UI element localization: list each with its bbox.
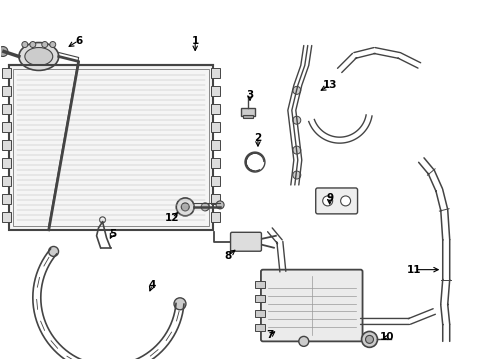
Circle shape <box>216 201 224 209</box>
Bar <box>255 280 265 288</box>
Text: 9: 9 <box>326 193 333 203</box>
Circle shape <box>50 41 56 48</box>
Text: 1: 1 <box>192 36 199 46</box>
Circle shape <box>42 41 48 48</box>
Bar <box>211 176 220 186</box>
FancyBboxPatch shape <box>231 232 262 251</box>
Bar <box>211 86 220 96</box>
Circle shape <box>366 336 373 343</box>
Text: 4: 4 <box>148 280 156 289</box>
Bar <box>211 158 220 168</box>
Ellipse shape <box>25 48 53 66</box>
Text: 6: 6 <box>75 36 82 46</box>
Text: 3: 3 <box>246 90 254 100</box>
Bar <box>241 108 255 116</box>
Text: 7: 7 <box>266 330 273 341</box>
Bar <box>211 194 220 204</box>
Circle shape <box>30 41 36 48</box>
Circle shape <box>293 86 301 94</box>
Text: 2: 2 <box>254 133 262 143</box>
Bar <box>2 194 11 204</box>
Circle shape <box>181 203 189 211</box>
Bar <box>211 68 220 78</box>
Text: 5: 5 <box>109 229 116 239</box>
Text: 11: 11 <box>407 265 421 275</box>
Bar <box>2 104 11 114</box>
Circle shape <box>341 196 350 206</box>
Circle shape <box>174 298 186 310</box>
Circle shape <box>299 336 309 346</box>
Text: 8: 8 <box>224 251 232 261</box>
Bar <box>243 115 253 118</box>
Circle shape <box>293 171 301 179</box>
Bar <box>2 140 11 150</box>
FancyBboxPatch shape <box>261 270 363 341</box>
Circle shape <box>201 203 209 211</box>
Bar <box>255 294 265 302</box>
Circle shape <box>22 41 28 48</box>
Bar <box>211 122 220 132</box>
Bar <box>2 86 11 96</box>
Circle shape <box>293 146 301 154</box>
Circle shape <box>362 332 377 347</box>
Bar <box>255 310 265 318</box>
Bar <box>211 104 220 114</box>
Bar <box>13 69 209 226</box>
Bar <box>2 176 11 186</box>
Bar <box>2 212 11 222</box>
Text: 12: 12 <box>165 213 179 223</box>
FancyBboxPatch shape <box>316 188 358 214</box>
Text: 13: 13 <box>322 80 337 90</box>
Bar <box>2 158 11 168</box>
Ellipse shape <box>19 42 59 71</box>
Bar <box>211 212 220 222</box>
Bar <box>211 140 220 150</box>
Bar <box>255 324 265 332</box>
Circle shape <box>323 196 333 206</box>
Circle shape <box>0 46 8 57</box>
Text: 10: 10 <box>380 332 395 342</box>
Circle shape <box>176 198 194 216</box>
Bar <box>2 68 11 78</box>
Bar <box>9 66 213 230</box>
Bar <box>2 122 11 132</box>
Circle shape <box>49 247 59 256</box>
Circle shape <box>293 116 301 124</box>
